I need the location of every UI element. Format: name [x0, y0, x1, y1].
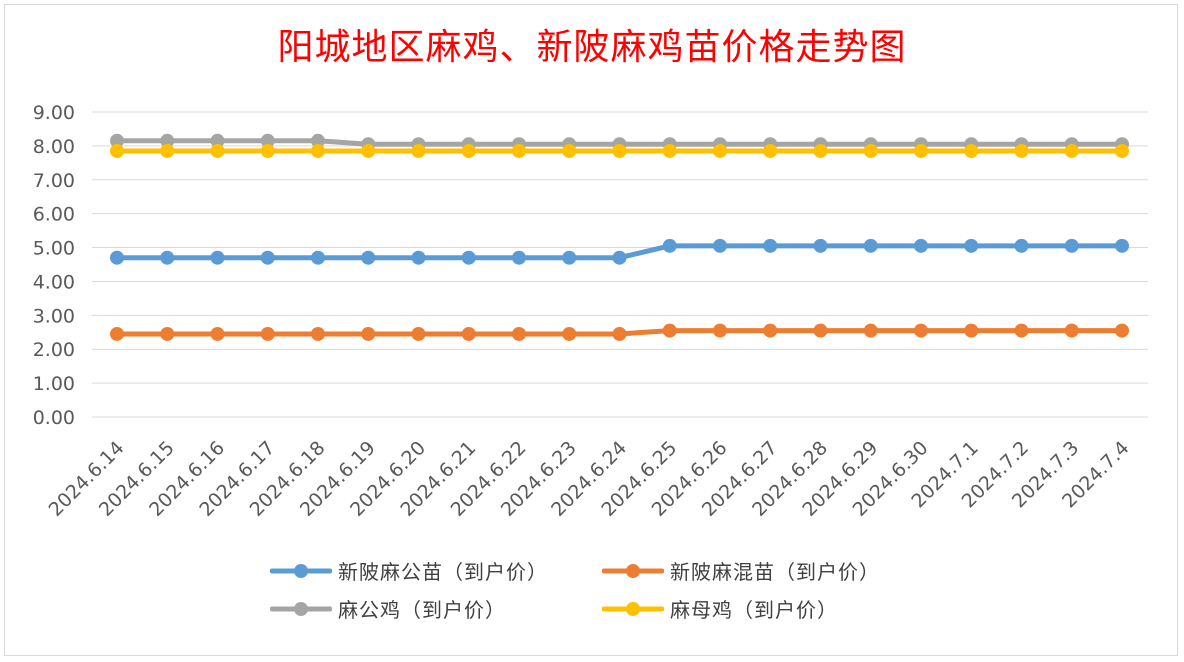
data-point: [914, 238, 928, 253]
data-point: [763, 323, 778, 338]
y-tick-label: 3.00: [33, 305, 75, 327]
data-point: [612, 326, 627, 341]
data-point: [411, 143, 426, 158]
data-point: [160, 133, 175, 148]
data-point: [1064, 238, 1079, 253]
data-point: [1014, 143, 1029, 158]
data-point: [562, 250, 577, 265]
legend-label-4: 麻母鸡（到户价）: [670, 598, 838, 622]
data-point: [311, 143, 325, 158]
data-point: [713, 238, 727, 253]
data-point: [461, 143, 476, 158]
data-point: [160, 250, 175, 265]
data-point: [964, 143, 979, 158]
data-point: [260, 250, 275, 265]
legend-label-2: 新陂麻混苗（到户价）: [670, 560, 880, 584]
data-point: [662, 143, 677, 158]
data-point: [210, 250, 225, 265]
y-tick-label: 5.00: [33, 238, 75, 260]
y-tick-label: 6.00: [33, 204, 75, 226]
data-point: [863, 143, 878, 158]
data-point: [562, 143, 577, 158]
data-point: [1014, 238, 1029, 253]
legend-item-1: 新陂麻公苗（到户价）: [270, 556, 548, 585]
data-point: [813, 323, 828, 338]
data-point: [914, 143, 928, 158]
legend-marker-3: [270, 601, 332, 616]
chart-title: 阳城地区麻鸡、新陂麻鸡苗价格走势图: [277, 27, 907, 68]
data-point: [311, 326, 325, 341]
legend-item-4: 麻母鸡（到户价）: [602, 594, 838, 623]
data-point: [713, 143, 727, 158]
data-point: [361, 143, 376, 158]
y-tick-label: 8.00: [33, 136, 75, 158]
y-tick-label: 7.00: [33, 170, 75, 192]
data-point: [612, 143, 627, 158]
data-point: [210, 326, 225, 341]
data-point: [311, 250, 325, 265]
data-point: [1115, 323, 1129, 338]
data-point: [964, 238, 979, 253]
legend-label-1: 新陂麻公苗（到户价）: [338, 560, 548, 584]
data-point: [562, 326, 577, 341]
legend-marker-2: [602, 563, 664, 578]
legend-item-3: 麻公鸡（到户价）: [270, 594, 506, 623]
data-point: [512, 326, 526, 341]
data-point: [160, 143, 175, 158]
data-point: [361, 250, 376, 265]
data-point: [813, 238, 828, 253]
data-point: [662, 238, 677, 253]
data-point: [713, 323, 727, 338]
data-point: [361, 326, 376, 341]
data-point: [160, 326, 175, 341]
data-point: [260, 326, 275, 341]
data-point: [260, 133, 275, 148]
line-chart: 0.00 1.00 2.00 3.00 4.00 5.00 6.00 7.00 8.00 9.00…: [33, 102, 1148, 521]
y-tick-label: 0.00: [33, 407, 75, 429]
data-point: [863, 323, 878, 338]
data-point: [813, 143, 828, 158]
data-point: [110, 133, 124, 148]
y-tick-label: 9.00: [33, 102, 75, 124]
data-point: [110, 250, 124, 265]
data-point: [914, 323, 928, 338]
data-point: [260, 143, 275, 158]
data-point: [461, 326, 476, 341]
data-point: [763, 143, 778, 158]
data-point: [411, 250, 426, 265]
data-point: [110, 326, 124, 341]
data-point: [210, 133, 225, 148]
data-point: [763, 238, 778, 253]
y-tick-label: 2.00: [33, 339, 75, 361]
legend-marker-1: [270, 563, 332, 578]
data-point: [311, 133, 325, 148]
data-point: [1115, 143, 1129, 158]
data-point: [1014, 323, 1029, 338]
y-tick-label: 1.00: [33, 373, 75, 395]
data-point: [662, 323, 677, 338]
data-point: [512, 143, 526, 158]
data-point: [1064, 143, 1079, 158]
data-point: [411, 326, 426, 341]
data-point: [1115, 238, 1129, 253]
legend-label-3: 麻公鸡（到户价）: [338, 598, 506, 622]
data-point: [110, 143, 124, 158]
legend-marker-4: [602, 601, 664, 616]
data-point: [612, 250, 627, 265]
data-point: [1064, 323, 1079, 338]
data-point: [863, 238, 878, 253]
data-point: [964, 323, 979, 338]
data-point: [461, 250, 476, 265]
data-point: [210, 143, 225, 158]
y-tick-label: 4.00: [33, 271, 75, 293]
data-point: [512, 250, 526, 265]
legend-item-2: 新陂麻混苗（到户价）: [602, 556, 880, 585]
